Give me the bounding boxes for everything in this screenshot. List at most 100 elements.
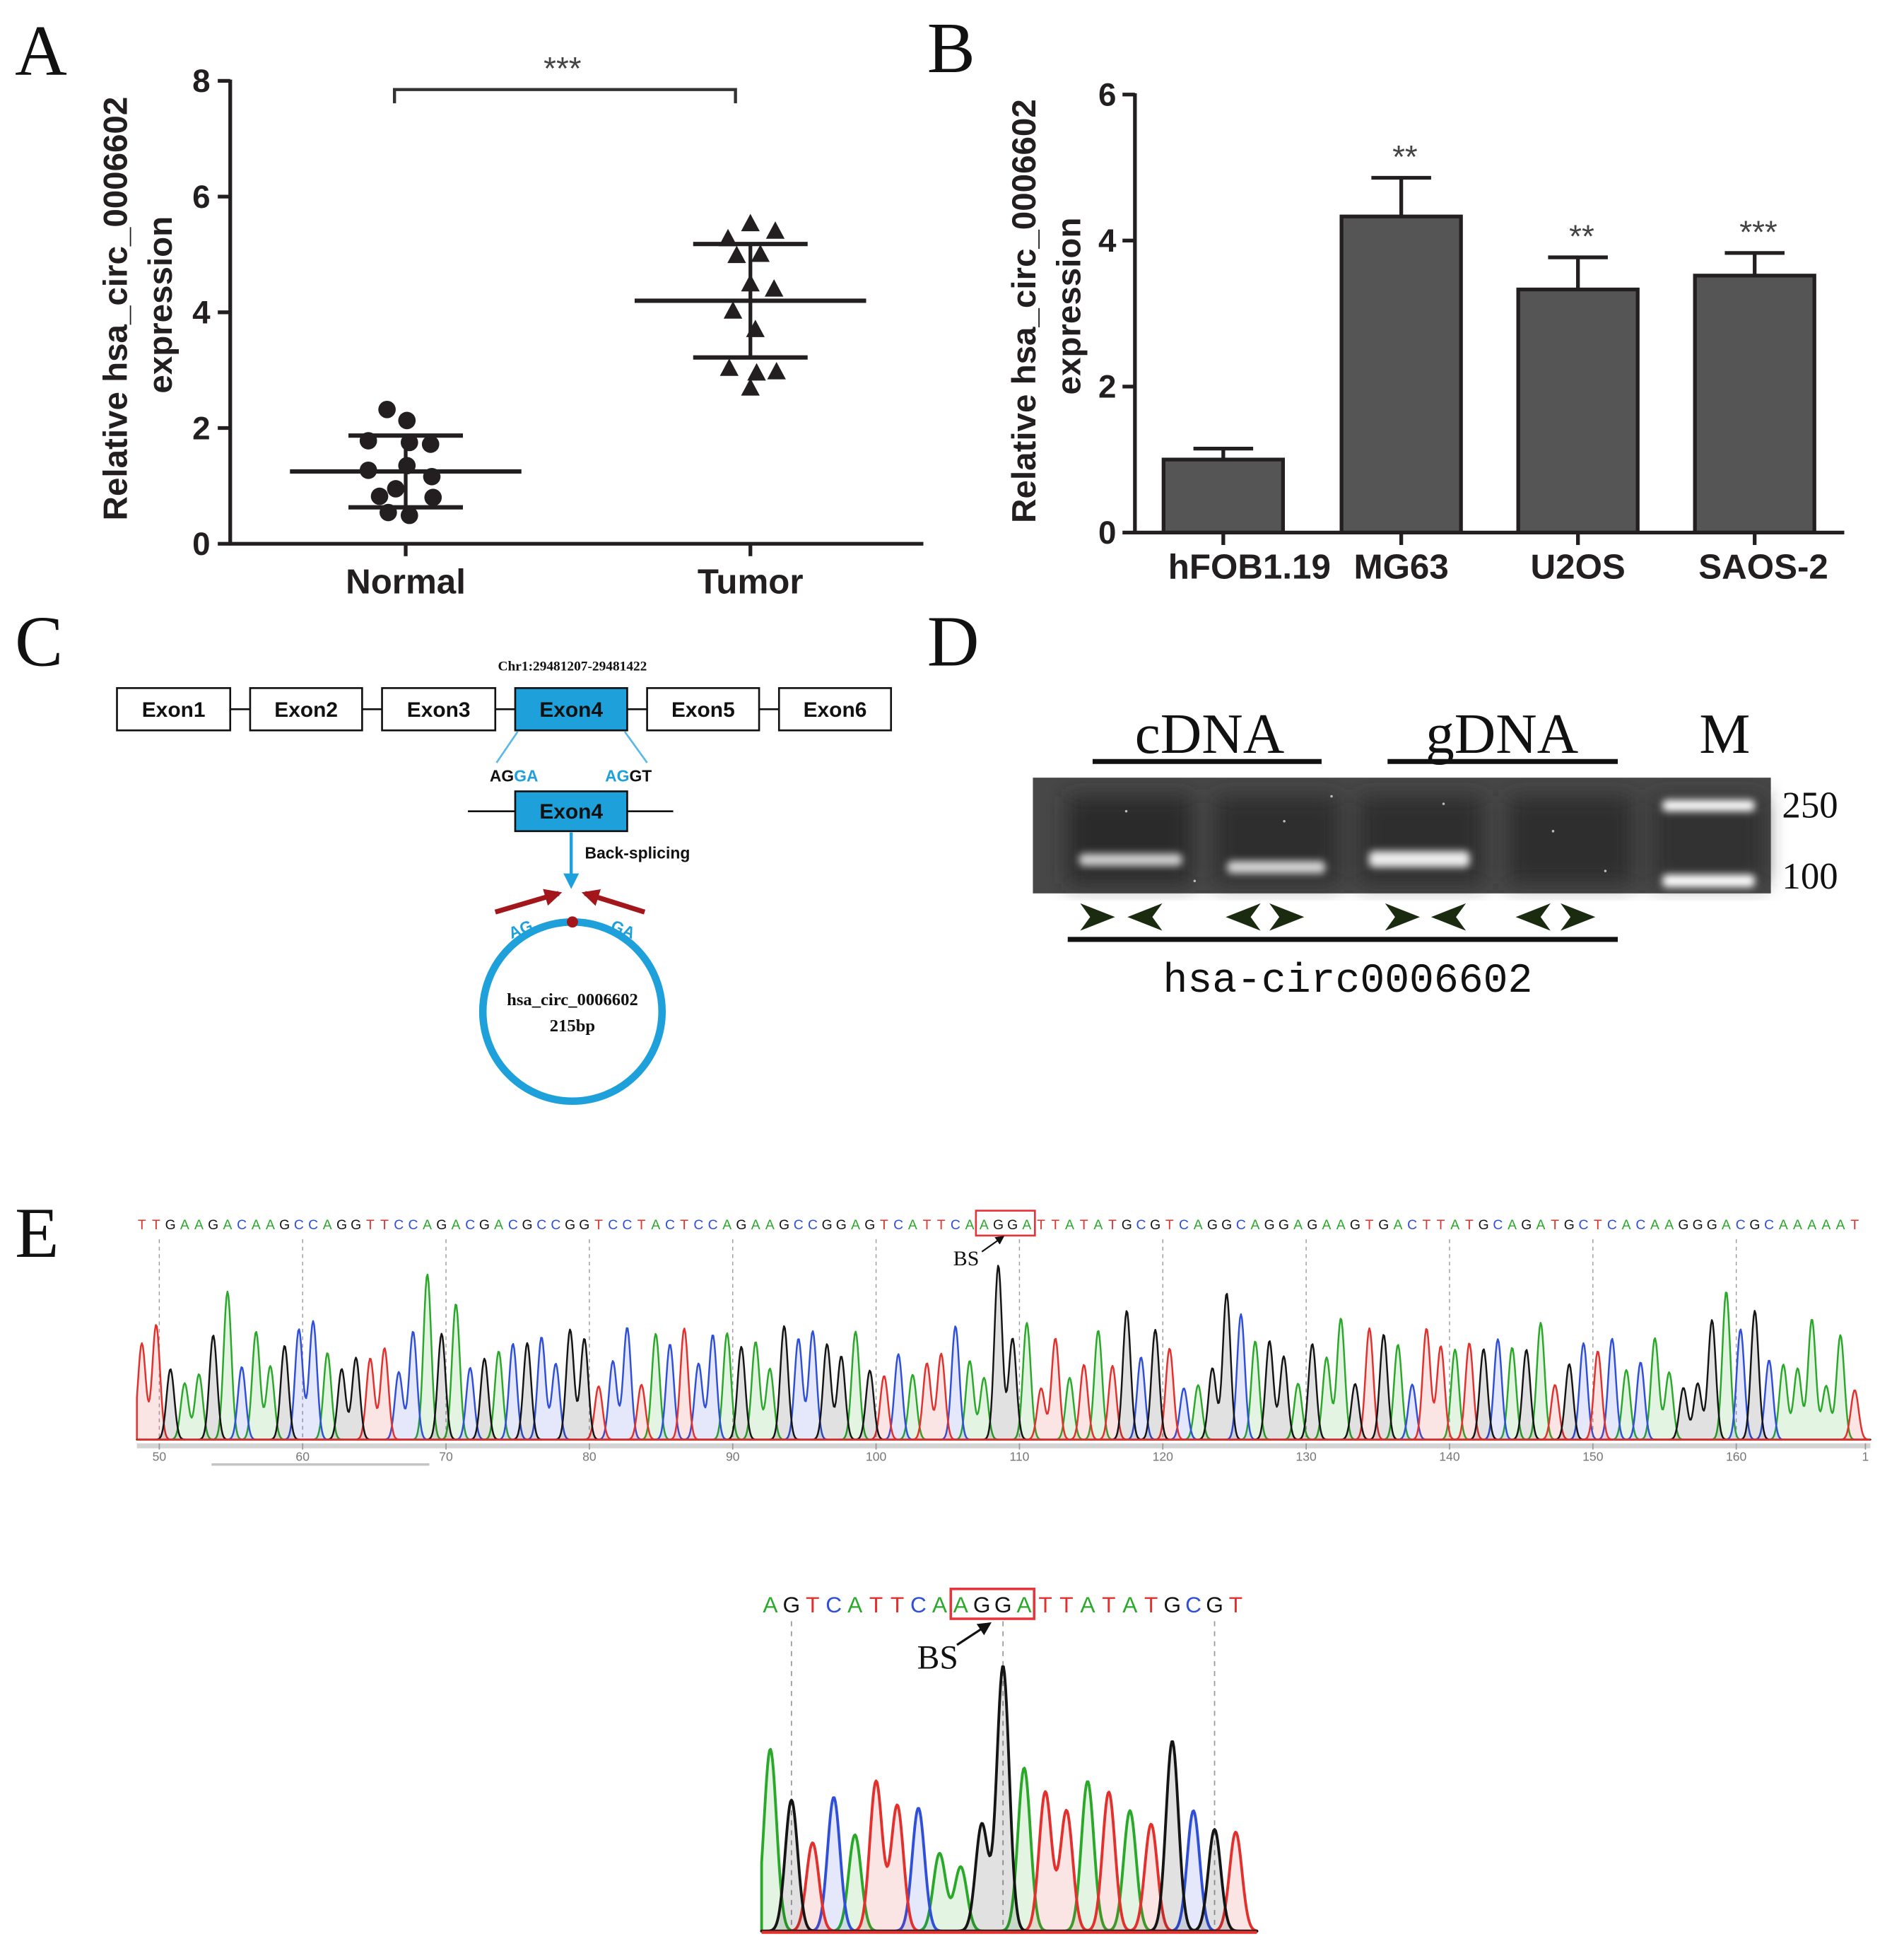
base-call: A [1293, 1217, 1303, 1233]
base-call: G [1707, 1217, 1717, 1233]
base-call: A [252, 1217, 261, 1233]
ruler-label: 90 [726, 1449, 740, 1463]
exon-box [116, 687, 232, 732]
circrna-length: 215bp [550, 1016, 595, 1036]
panel-label-e: E [15, 1193, 59, 1273]
base-call: G [1678, 1217, 1688, 1233]
base-call: C [1185, 1592, 1201, 1617]
base-call: A [722, 1217, 731, 1233]
bs-label: BS [917, 1639, 958, 1676]
arrowhead-left-icon [1226, 903, 1261, 931]
arrowhead-left-icon [1430, 903, 1467, 931]
bar-group-u2os: ** [1516, 218, 1640, 545]
significance-bracket [392, 88, 737, 104]
base-call: A [1122, 1592, 1138, 1617]
speckle [1193, 879, 1197, 882]
arrowhead-left-icon [1515, 903, 1551, 931]
base-call: G [1564, 1217, 1575, 1233]
circle-junction-right: GA [609, 916, 638, 942]
ruler-label: 50 [153, 1449, 167, 1463]
base-call: G [994, 1592, 1012, 1617]
data-point-normal [378, 400, 396, 418]
exon-label: Exon3 [407, 698, 471, 722]
base-call: A [1065, 1217, 1074, 1233]
base-call: A [1336, 1217, 1346, 1233]
base-call: C [608, 1217, 618, 1233]
data-point-tumor [751, 244, 770, 262]
y-ticks: 0 2 4 6 [1098, 77, 1135, 551]
ruler-label: 70 [439, 1449, 453, 1463]
exon-2: Exon2 [249, 687, 363, 732]
base-call: T [138, 1217, 146, 1233]
category-label-saos2: SAOS-2 [1698, 548, 1828, 587]
base-call: A [763, 1592, 778, 1617]
base-call: T [637, 1217, 646, 1233]
primer-target-label: hsa-circ0006602 [1163, 959, 1532, 1004]
splice-site-left-intron: AG [490, 766, 514, 785]
base-call: C [893, 1217, 903, 1233]
circle-junction-left: AG [506, 916, 536, 942]
base-call: A [1622, 1217, 1631, 1233]
exon-1: Exon1 [116, 687, 232, 732]
data-point-tumor [719, 358, 739, 376]
base-call: C [825, 1592, 842, 1617]
base-call: C [508, 1217, 518, 1233]
significance-label: ** [1569, 218, 1594, 254]
bs-pointer-icon [956, 1622, 992, 1646]
circrna-name: hsa_circ_0006602 [507, 990, 638, 1009]
gel-lane [1358, 796, 1483, 884]
zoom-line-left [495, 731, 519, 763]
base-call: G [736, 1217, 746, 1233]
y-axis-label-line1: Relative hsa_circ_0006602 [1006, 99, 1043, 523]
y-tick-label: 2 [1098, 369, 1116, 405]
panel-label-b: B [927, 8, 975, 88]
ruler-label: 160 [1726, 1449, 1747, 1463]
data-point-normal [400, 506, 418, 525]
exon4-zoom-label: Exon4 [539, 800, 603, 824]
base-call: T [1037, 1217, 1045, 1233]
base-call: A [323, 1217, 332, 1233]
base-call: C [465, 1217, 475, 1233]
data-point-normal [370, 487, 389, 505]
speckle [1442, 802, 1445, 805]
base-call: G [1207, 1217, 1218, 1233]
data-point-tumor [723, 301, 743, 319]
group-label-cdna: cDNA [1135, 702, 1284, 766]
base-call: A [1093, 1217, 1103, 1233]
ruler-label: 80 [582, 1449, 597, 1463]
data-point-tumor [747, 363, 766, 381]
panel-label-d: D [927, 602, 980, 682]
base-call: T [1465, 1217, 1474, 1233]
exon-label: Exon1 [142, 698, 206, 722]
base-call: C [1179, 1217, 1189, 1233]
bs-pointer-icon [981, 1236, 1005, 1253]
base-call: A [1793, 1217, 1802, 1233]
category-label-mg63: MG63 [1354, 548, 1449, 587]
base-call: A [452, 1217, 461, 1233]
gel-bands [1079, 799, 1755, 888]
exon-box [646, 687, 760, 732]
base-call: G [1122, 1217, 1132, 1233]
base-call: G [783, 1592, 801, 1617]
base-call: G [1206, 1592, 1223, 1617]
significance-label: ** [1392, 139, 1418, 175]
base-call: T [366, 1217, 375, 1233]
base-call: A [1536, 1217, 1545, 1233]
gel-speckles [1124, 795, 1607, 882]
ruler-label: 110 [1009, 1449, 1029, 1463]
base-call: A [908, 1217, 917, 1233]
base-call: A [223, 1217, 232, 1233]
locus-label: Chr1:29481207-29481422 [498, 660, 647, 674]
data-point-tumor [741, 377, 760, 396]
base-call: A [1394, 1217, 1403, 1233]
speckle [1330, 795, 1333, 798]
y-tick-label: 4 [1098, 223, 1117, 259]
bars: **** *** [1161, 139, 1816, 545]
base-call: A [1080, 1592, 1095, 1617]
base-call: T [1051, 1217, 1059, 1233]
zoom-line-right [623, 731, 648, 763]
base-call: A [1836, 1217, 1845, 1233]
